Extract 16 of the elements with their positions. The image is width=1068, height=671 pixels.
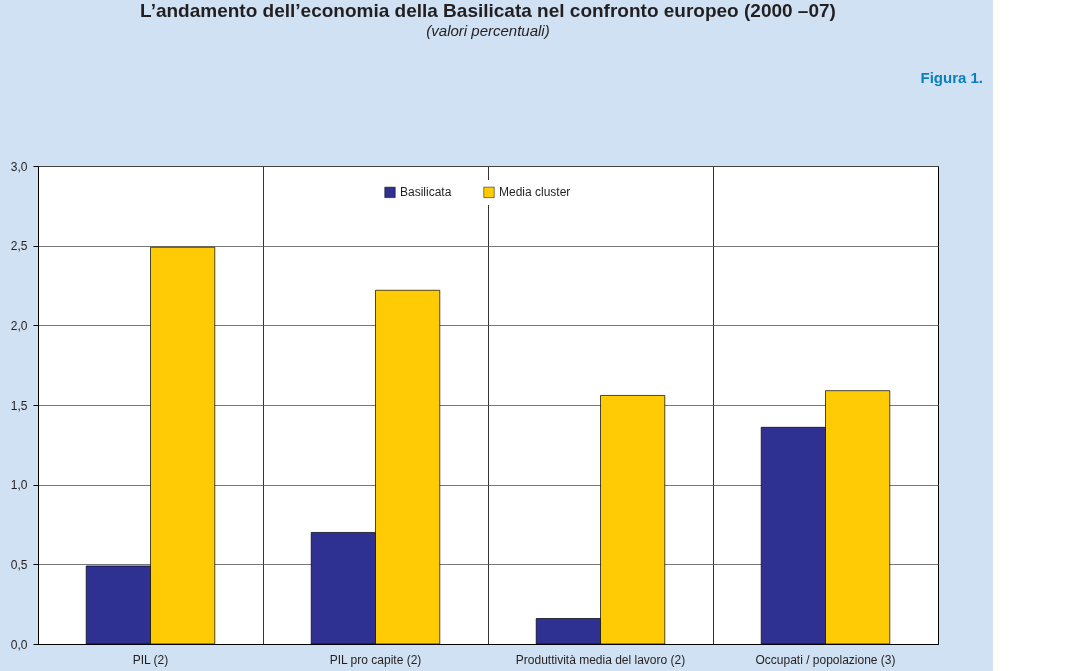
y-tick-label: 2,5 [10,239,28,254]
y-tick-label: 3,0 [10,159,28,174]
x-tick-label: Occupati / popolazione (3) [755,652,896,667]
y-tick-label: 1,5 [10,398,28,413]
x-tick-label: PIL (2) [132,652,169,667]
legend-label: Basilicata [400,185,452,200]
y-tick-label: 1,0 [10,478,28,493]
chart-subtitle: (valori percentuali) [426,22,550,39]
y-tick-label: 0,0 [10,637,28,652]
legend-label: Media cluster [499,185,571,200]
x-tick-label: PIL pro capite (2) [329,652,422,667]
y-tick-label: 2,0 [10,318,28,333]
x-tick-label: Produttività media del lavoro (2) [515,652,686,667]
y-tick-label: 0,5 [10,557,28,572]
chart-title: L’andamento dell’economia della Basilicata nel confronto europeo (2000 –07) [140,0,836,21]
text: Figura 1. [920,69,983,86]
